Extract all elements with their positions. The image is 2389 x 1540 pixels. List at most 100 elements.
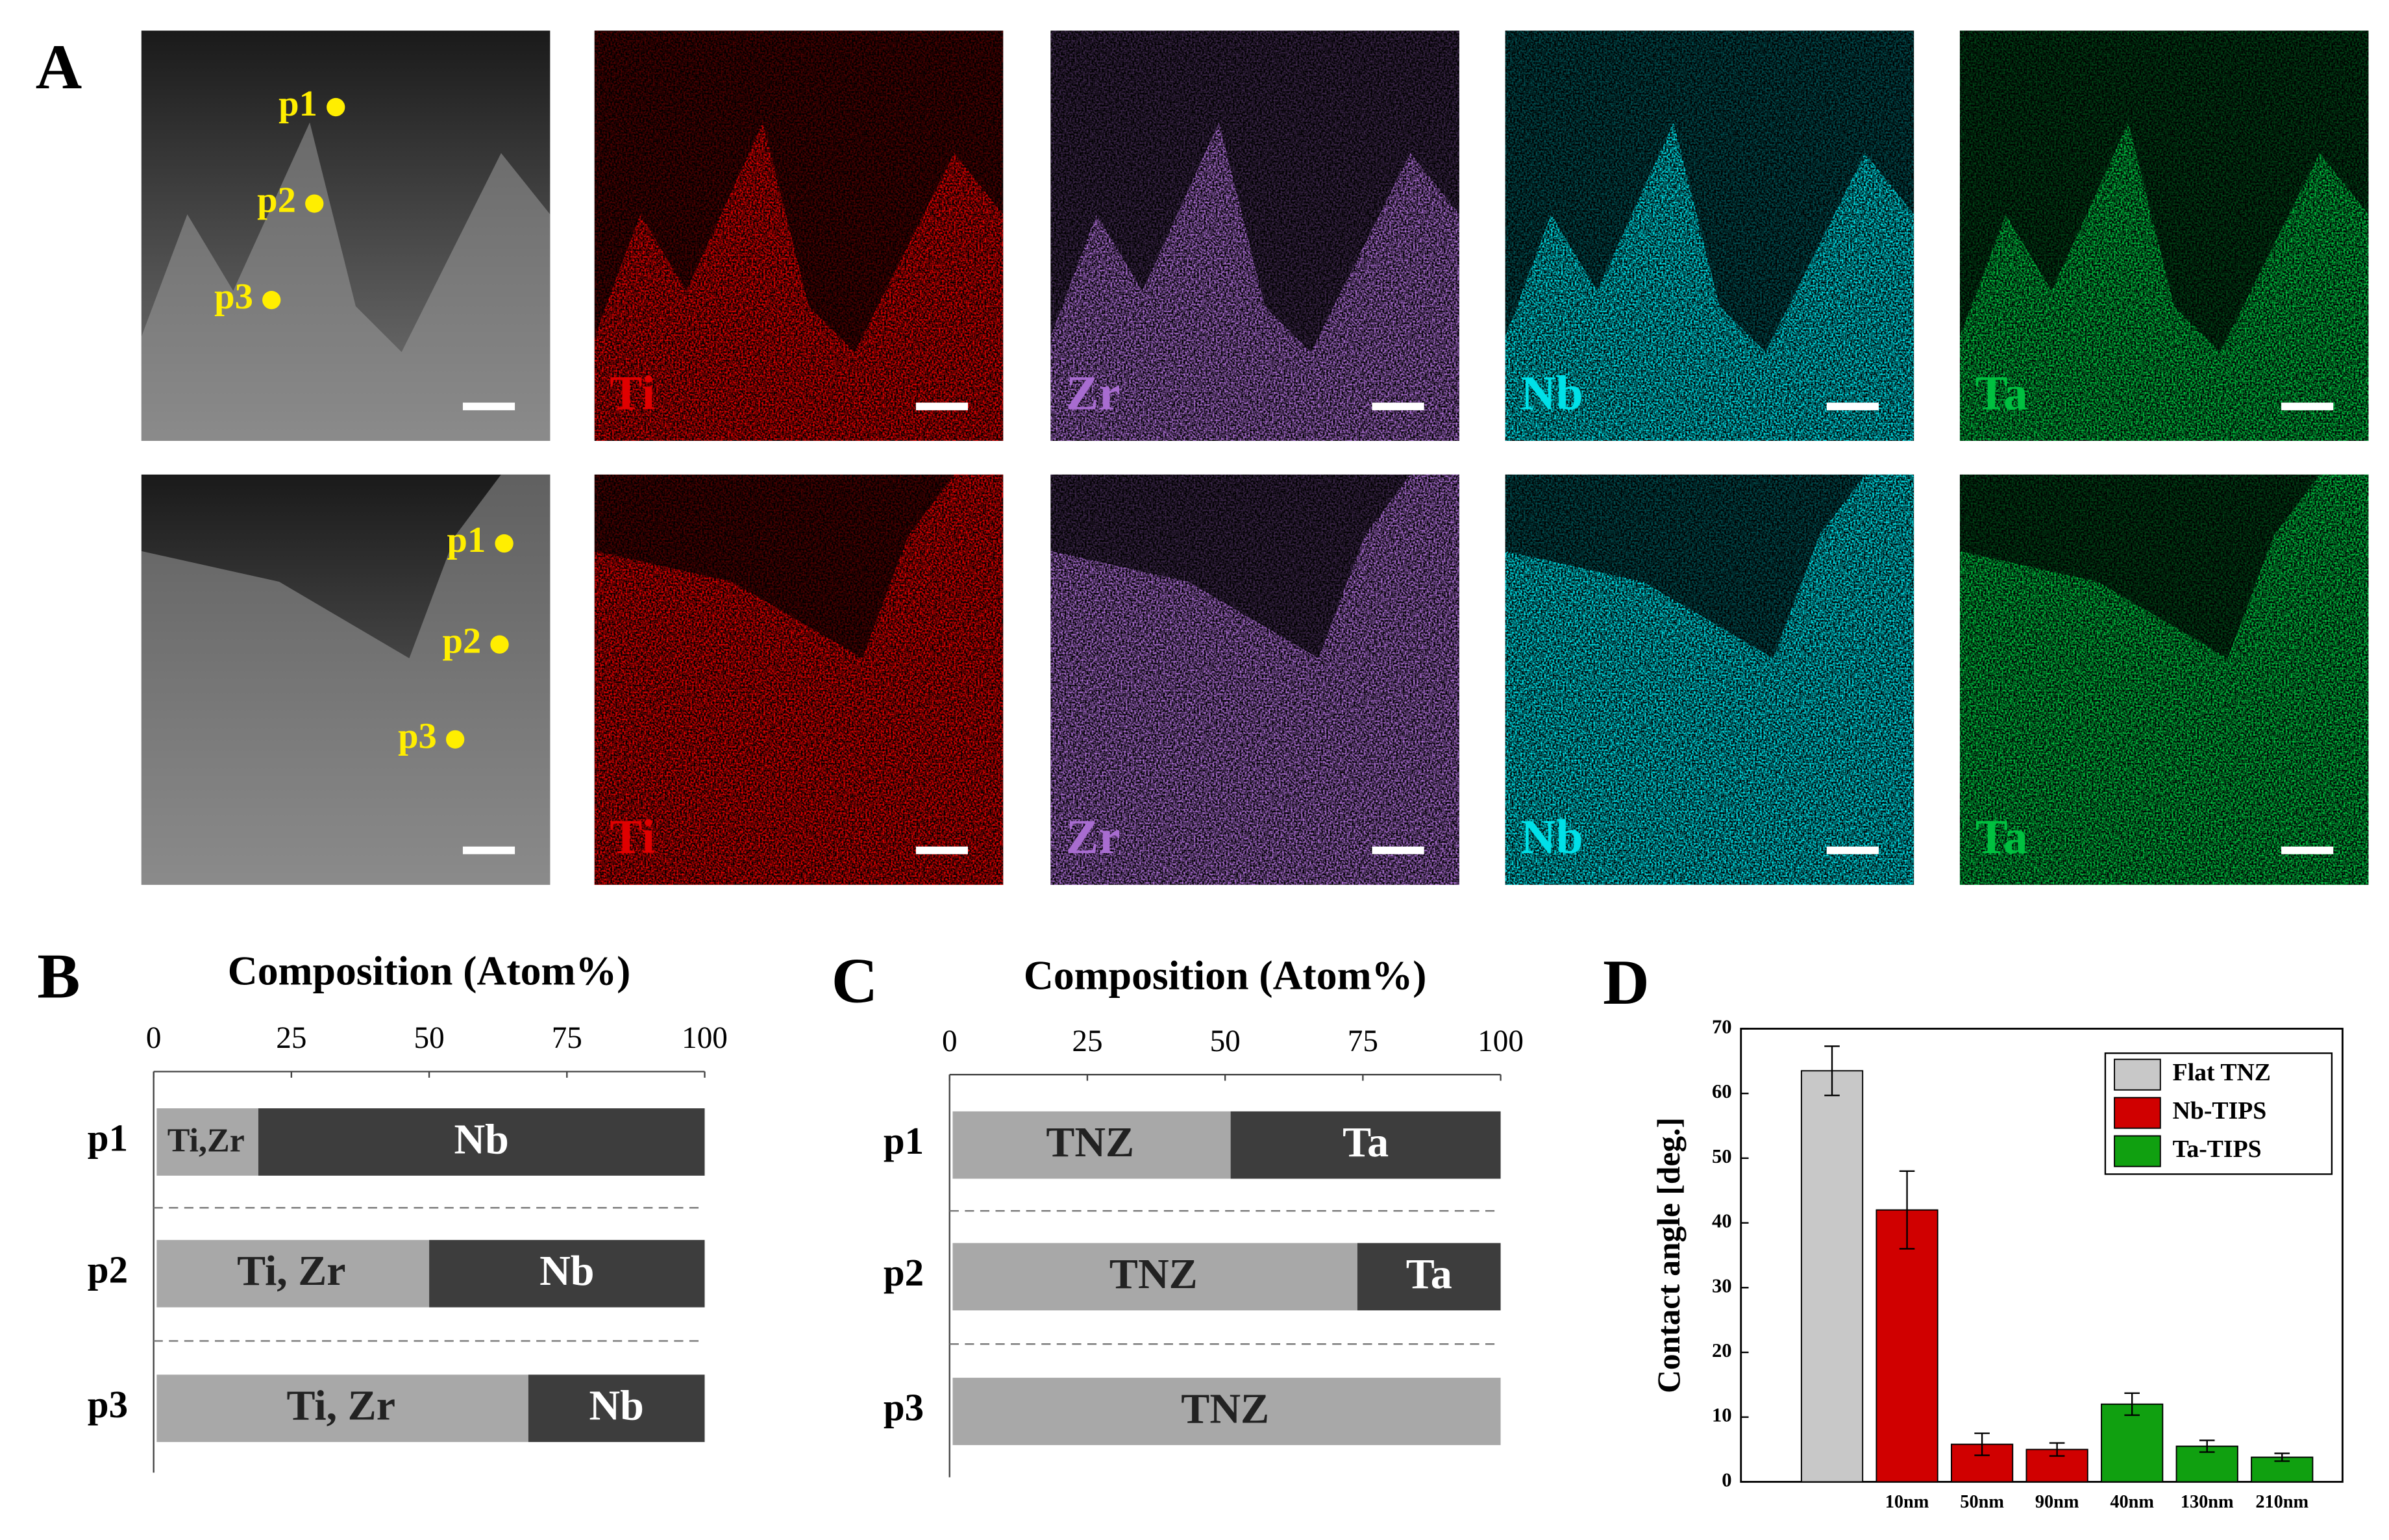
scale-bar	[915, 403, 969, 410]
point-marker	[262, 290, 281, 310]
legend-label: Flat TNZ	[2173, 1059, 2271, 1086]
scale-bar	[2281, 846, 2334, 854]
segment-label: TNZ	[1109, 1250, 1198, 1298]
point-label: p3	[214, 277, 253, 317]
x-tick-label: 130nm	[2181, 1492, 2234, 1512]
eds-region	[1959, 122, 2369, 441]
eds-region	[1505, 474, 1914, 885]
error-bar	[2049, 1442, 2065, 1457]
eds-signal	[1959, 31, 2369, 441]
x-tick-label: 10nm	[1885, 1492, 1929, 1512]
eds-signal	[1050, 474, 1459, 885]
error-bar	[2199, 1439, 2215, 1453]
x-tick-label: 0	[146, 1021, 162, 1055]
eds-region	[1959, 474, 2369, 885]
point-marker	[327, 97, 345, 117]
eds-region	[594, 122, 1004, 441]
element-label: Zr	[1066, 810, 1120, 864]
bar-segment	[156, 1374, 528, 1443]
scale-bar	[1826, 846, 1879, 854]
x-tick-label: 0	[942, 1025, 958, 1058]
legend-swatch	[2114, 1097, 2161, 1129]
x-tick-label: 25	[276, 1021, 306, 1055]
bar-segment	[952, 1378, 1501, 1445]
point-marker	[305, 194, 324, 213]
segment-label: Ta	[1406, 1250, 1452, 1298]
x-tick-label: 50	[414, 1021, 445, 1055]
bar	[1800, 1070, 1864, 1483]
y-tick-label: 0	[1722, 1469, 1731, 1491]
eds-region	[594, 474, 1004, 885]
bar-segment	[1357, 1243, 1501, 1311]
x-tick-label: 50	[1210, 1025, 1241, 1058]
point-label: p1	[279, 84, 317, 124]
y-tick-label: 10	[1712, 1404, 1732, 1426]
point-label: p2	[442, 621, 481, 662]
segment-label: Nb	[589, 1382, 643, 1430]
category-label: p1	[88, 1116, 128, 1159]
segment-label: Ta	[1343, 1119, 1389, 1166]
segment-label: TNZ	[1046, 1119, 1134, 1166]
eds-signal	[1050, 31, 1459, 441]
element-label: Nb	[1520, 810, 1583, 864]
panel-label: D	[1603, 947, 1650, 1018]
element-label: Nb	[1520, 366, 1583, 420]
element-label: Ta	[1975, 366, 2028, 420]
legend-label: Nb-TIPS	[2173, 1097, 2267, 1124]
error-bar	[2124, 1392, 2140, 1416]
panel-label: C	[832, 946, 878, 1017]
panel-label: B	[37, 941, 80, 1012]
point-marker	[490, 635, 509, 654]
y-axis-title: Contact angle [deg.]	[1651, 1117, 1687, 1393]
eds-region	[1505, 122, 1914, 441]
x-tick-label: 25	[1072, 1025, 1102, 1058]
segment-label: Nb	[539, 1247, 594, 1295]
error-bar	[1974, 1432, 1990, 1456]
error-bar	[2274, 1452, 2290, 1462]
bar-segment	[429, 1239, 705, 1308]
y-tick-label: 30	[1712, 1274, 1732, 1297]
element-label: Ti	[610, 810, 655, 864]
segment-label: Ti, Zr	[237, 1247, 345, 1295]
bar-segment	[952, 1243, 1357, 1311]
x-tick-label: 90nm	[2035, 1492, 2079, 1512]
segment-label: Nb	[454, 1115, 509, 1163]
scale-bar	[2281, 403, 2334, 410]
segment-label: TNZ	[1181, 1385, 1269, 1432]
bar-segment	[1230, 1111, 1501, 1179]
y-tick-label: 50	[1712, 1145, 1732, 1167]
legend-swatch	[2114, 1058, 2161, 1091]
element-label: Ta	[1975, 810, 2028, 864]
bar-segment	[528, 1374, 705, 1443]
element-label: Zr	[1066, 366, 1120, 420]
category-label: p2	[88, 1248, 128, 1291]
element-label: Ti	[610, 366, 655, 420]
eds-signal	[1505, 474, 1914, 885]
x-tick-label: 75	[1348, 1025, 1378, 1058]
scale-bar	[915, 846, 969, 854]
bar-segment	[258, 1108, 705, 1176]
y-tick-label: 70	[1712, 1016, 1732, 1038]
y-tick-label: 60	[1712, 1080, 1732, 1102]
segment-label: Ti,Zr	[167, 1122, 245, 1159]
category-label: p3	[88, 1383, 128, 1426]
eds-signal	[1959, 474, 2369, 885]
scale-bar	[462, 846, 515, 854]
eds-signal	[594, 31, 1004, 441]
y-tick-label: 20	[1712, 1339, 1732, 1361]
x-tick-label: 75	[552, 1021, 582, 1055]
point-marker	[446, 730, 465, 749]
scale-bar	[1826, 403, 1879, 410]
scale-bar	[1372, 403, 1424, 410]
eds-region	[1050, 474, 1459, 885]
x-tick-label: 100	[1478, 1025, 1524, 1058]
panel-label: A	[36, 32, 82, 103]
x-tick-label: 210nm	[2255, 1492, 2309, 1512]
bar	[2101, 1403, 2164, 1483]
x-tick-label: 40nm	[2110, 1492, 2154, 1512]
eds-signal	[1505, 31, 1914, 441]
segment-label: Ti, Zr	[287, 1382, 395, 1430]
scale-bar	[462, 403, 515, 410]
